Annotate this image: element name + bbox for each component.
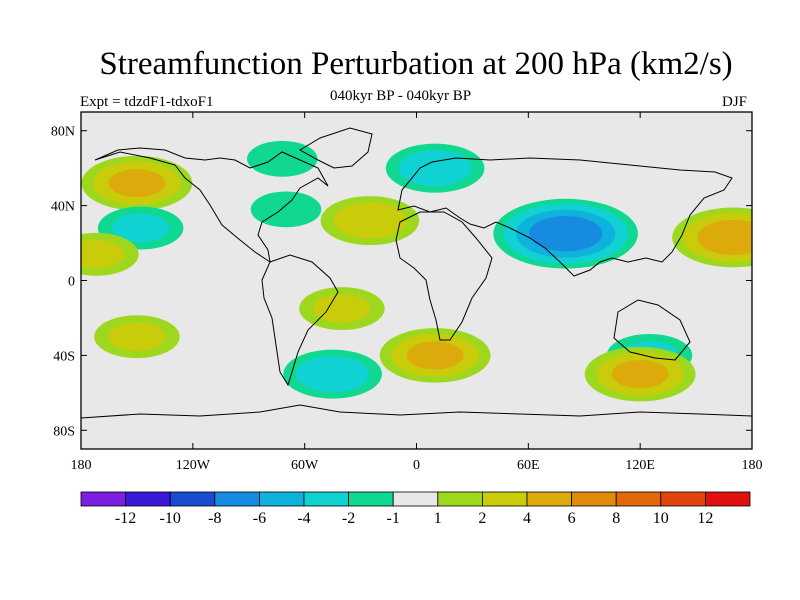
anomaly-contour-6-1 bbox=[398, 149, 472, 187]
anomaly-contour-8-2 bbox=[697, 219, 752, 256]
colorbar-swatch-0 bbox=[80, 491, 126, 507]
coastline-africa bbox=[395, 211, 493, 341]
colorbar-label-5: -2 bbox=[342, 510, 355, 527]
colorbar-label-1: -10 bbox=[160, 510, 181, 527]
coastline-greenland bbox=[299, 127, 373, 169]
colorbar-swatch-1 bbox=[125, 491, 171, 507]
colorbar-swatch-14 bbox=[705, 491, 751, 507]
coastline-australia bbox=[613, 299, 691, 361]
anomaly-contour-11-2 bbox=[406, 341, 464, 370]
colorbar-swatch-3 bbox=[214, 491, 260, 507]
y-tick-label-4: 80S bbox=[53, 424, 75, 439]
x-tick-label-5: 120E bbox=[625, 458, 655, 473]
anomaly-contour-10-1 bbox=[295, 355, 370, 393]
anomaly-contour-13-2 bbox=[611, 360, 669, 389]
colorbar-swatch-8 bbox=[437, 491, 483, 507]
colorbar-swatch-7 bbox=[392, 491, 439, 507]
colorbar-label-6: -1 bbox=[387, 510, 400, 527]
chart-title: Streamfunction Perturbation at 200 hPa (… bbox=[99, 46, 733, 82]
x-tick-label-2: 60W bbox=[291, 458, 319, 473]
x-tick-label-1: 120W bbox=[176, 458, 211, 473]
anomaly-contour-1-1 bbox=[112, 213, 170, 243]
y-tick-label-0: 80N bbox=[51, 125, 75, 140]
experiment-label: Expt = tdzdF1-tdxoF1 bbox=[80, 94, 214, 110]
x-tick-label-6: 180 bbox=[742, 458, 763, 473]
colorbar-swatch-11 bbox=[571, 491, 617, 507]
colorbar-label-9: 4 bbox=[523, 510, 531, 527]
coastline-eurasia bbox=[397, 157, 733, 277]
anomaly-contour-5-1 bbox=[333, 202, 407, 239]
colorbar-label-13: 12 bbox=[697, 510, 713, 527]
colorbar-label-12: 10 bbox=[653, 510, 669, 527]
colorbar-swatch-6 bbox=[348, 491, 394, 507]
anomaly-contour-0-2 bbox=[108, 169, 166, 198]
x-tick-label-4: 60E bbox=[517, 458, 540, 473]
colorbar-swatch-10 bbox=[526, 491, 572, 507]
colorbar-swatch-4 bbox=[258, 491, 305, 507]
x-tick-label-0: 180 bbox=[71, 458, 92, 473]
colorbar-swatch-9 bbox=[481, 491, 528, 507]
y-tick-label-3: 40S bbox=[53, 349, 75, 364]
colorbar-swatch-5 bbox=[303, 491, 349, 507]
season-label: DJF bbox=[722, 94, 748, 110]
colorbar-swatch-12 bbox=[615, 491, 662, 507]
colorbar-label-3: -6 bbox=[253, 510, 266, 527]
colorbar-label-7: 1 bbox=[434, 510, 442, 527]
colorbar-label-10: 6 bbox=[568, 510, 576, 527]
anomaly-contour-4-0 bbox=[250, 191, 322, 228]
colorbar: -12 -10 -8 -6 -4 -2 -1 1 2 4 6 8 10 12 bbox=[80, 491, 751, 527]
coastline-south-america bbox=[261, 254, 339, 387]
y-tick-label-1: 40N bbox=[51, 200, 75, 215]
x-tick-label-3: 0 bbox=[413, 458, 420, 473]
y-tick-label-2: 0 bbox=[68, 275, 75, 290]
colorbar-label-0: -12 bbox=[115, 510, 136, 527]
y-axis-ticks: 80N 40N 0 40S 80S bbox=[51, 125, 752, 439]
colorbar-label-2: -8 bbox=[208, 510, 221, 527]
chart-subtitle: 040kyr BP - 040kyr BP bbox=[330, 88, 472, 104]
anomaly-contour-9-1 bbox=[313, 294, 371, 323]
anomaly-contour-14-1 bbox=[108, 322, 166, 351]
anomaly-contour-2-1 bbox=[81, 239, 125, 269]
anomaly-contour-7-3 bbox=[528, 215, 603, 252]
colorbar-label-4: -4 bbox=[297, 510, 310, 527]
colorbar-label-11: 8 bbox=[612, 510, 620, 527]
coastline-layer bbox=[81, 127, 752, 419]
coastline-north-america bbox=[94, 147, 329, 264]
colorbar-swatch-13 bbox=[660, 491, 706, 507]
x-axis-ticks: 180 120W 60W 0 60E 120E 180 bbox=[71, 112, 763, 473]
coastline-antarctica bbox=[81, 404, 752, 419]
colorbar-swatch-2 bbox=[169, 491, 216, 507]
colorbar-label-8: 2 bbox=[478, 510, 486, 527]
